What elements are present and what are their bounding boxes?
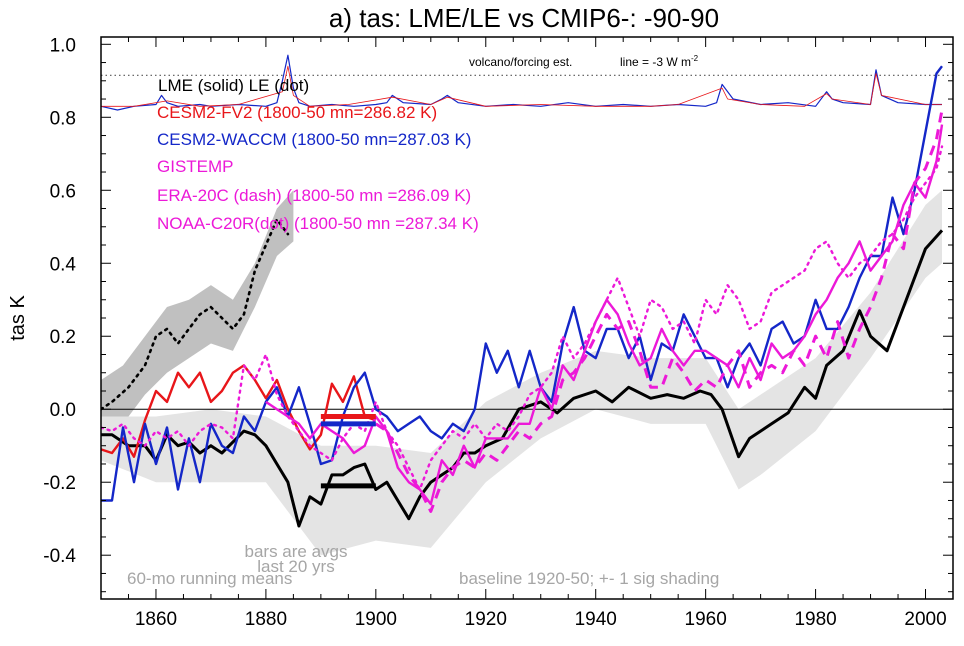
- annotation-bars-line2: last 20 yrs: [257, 557, 334, 576]
- annotation-bars-line1: bars are avgs: [245, 542, 348, 561]
- x-axis: 1860 1880 1900 1920 1940 1960 1980 2000: [100, 37, 954, 630]
- annotation-forcing-line: line = -3 W m-2: [620, 54, 699, 69]
- y-tick-label: 0.2: [50, 327, 76, 348]
- y-axis-label: tas K: [7, 295, 29, 341]
- x-tick-label: 1960: [685, 609, 727, 630]
- shading-le-1-sig: [101, 190, 294, 439]
- x-tick-label: 1920: [465, 609, 507, 630]
- y-tick-label: 0.8: [50, 108, 76, 129]
- y-tick-label: 0.6: [50, 181, 76, 202]
- x-tick-label: 1880: [245, 609, 287, 630]
- legend-item: NOAA-C20R(dot) (1800-50 mn =287.34 K): [157, 214, 479, 233]
- chart-title: a) tas: LME/LE vs CMIP6-: -90-90: [329, 3, 719, 33]
- y-tick-label: -0.4: [43, 546, 76, 567]
- series-era-20c: [374, 109, 944, 513]
- series-le-dot: [101, 218, 290, 411]
- shading-lme-1-sig: [101, 190, 943, 556]
- legend: LME (solid) LE (dot) CESM2-FV2 (1800-50 m…: [157, 76, 479, 233]
- legend-item: LME (solid) LE (dot): [158, 76, 309, 95]
- annotation-baseline: baseline 1920-50; +- 1 sig shading: [459, 569, 719, 588]
- legend-item: GISTEMP: [157, 157, 234, 176]
- plot-area: [101, 54, 953, 556]
- x-tick-label: 1860: [135, 609, 177, 630]
- annotation-volcano: volcano/forcing est.: [469, 55, 572, 69]
- x-tick-label: 1980: [794, 609, 836, 630]
- annotation-forcing-text: line = -3 W m: [620, 55, 691, 69]
- y-axis: -0.4 -0.2 0.0 0.2 0.4 0.6 0.8 1.0: [43, 35, 953, 593]
- annotation-running-means: 60-mo running means: [127, 569, 292, 588]
- x-tick-label: 1940: [575, 609, 617, 630]
- series-noaa-c20r: [101, 145, 944, 491]
- legend-item: ERA-20C (dash) (1800-50 mn =286.09 K): [157, 186, 471, 205]
- y-tick-label: 1.0: [50, 35, 76, 56]
- legend-item: CESM2-FV2 (1800-50 mn=286.82 K): [157, 103, 437, 122]
- y-tick-label: -0.2: [43, 473, 76, 494]
- annotation-forcing-superscript: -2: [691, 54, 699, 63]
- y-tick-label: 0.0: [50, 400, 76, 421]
- x-tick-label: 1900: [355, 609, 397, 630]
- series-cesm2-fv2: [101, 364, 377, 458]
- legend-item: CESM2-WACCM (1800-50 mn=287.03 K): [157, 130, 471, 149]
- y-tick-label: 0.4: [50, 254, 77, 275]
- x-tick-label: 2000: [904, 609, 946, 630]
- series-volcanic-forcing-le: [101, 65, 942, 107]
